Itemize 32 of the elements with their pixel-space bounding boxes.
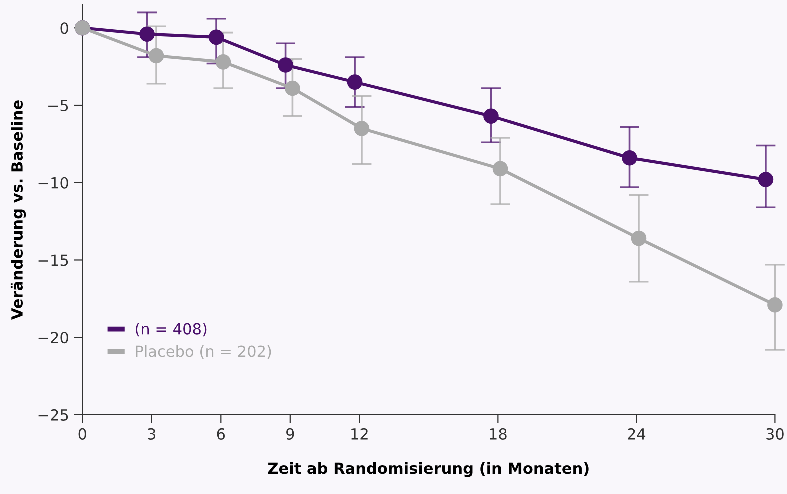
x-tick-label: 6 (217, 428, 226, 440)
y-tick-label: −15 (38, 254, 68, 266)
point (631, 230, 647, 246)
x-axis-title: Zeit ab Randomisierung (in Monaten) (268, 462, 589, 478)
y-tick-label: 0 (60, 22, 68, 34)
legend-label: Placebo (n = 202) (136, 345, 272, 360)
x-tick-label: 0 (78, 428, 86, 440)
x-tick-label: 12 (352, 428, 368, 440)
point (216, 54, 232, 70)
x-tick-label: 30 (766, 428, 784, 440)
point (768, 297, 783, 313)
point (492, 161, 508, 177)
point (484, 108, 499, 124)
y-axis-title: Veränderung vs. Baseline (10, 100, 26, 320)
y-tick-label: −25 (38, 409, 68, 421)
point (208, 30, 224, 46)
y-tick-label: −20 (38, 332, 68, 344)
point (148, 48, 164, 64)
y-tick-label: −10 (38, 177, 68, 189)
point (285, 80, 300, 96)
point (347, 74, 363, 90)
point (140, 26, 155, 42)
x-tick-label: 18 (490, 428, 507, 440)
x-tick-label: 24 (628, 428, 646, 440)
x-tick-label: 3 (148, 428, 156, 440)
point (354, 121, 370, 136)
point (758, 172, 774, 188)
legend-label: (n = 408) (136, 323, 207, 337)
point (278, 58, 294, 73)
point (622, 150, 638, 166)
y-tick-label: −5 (48, 100, 68, 112)
x-tick-label: 9 (286, 428, 294, 440)
